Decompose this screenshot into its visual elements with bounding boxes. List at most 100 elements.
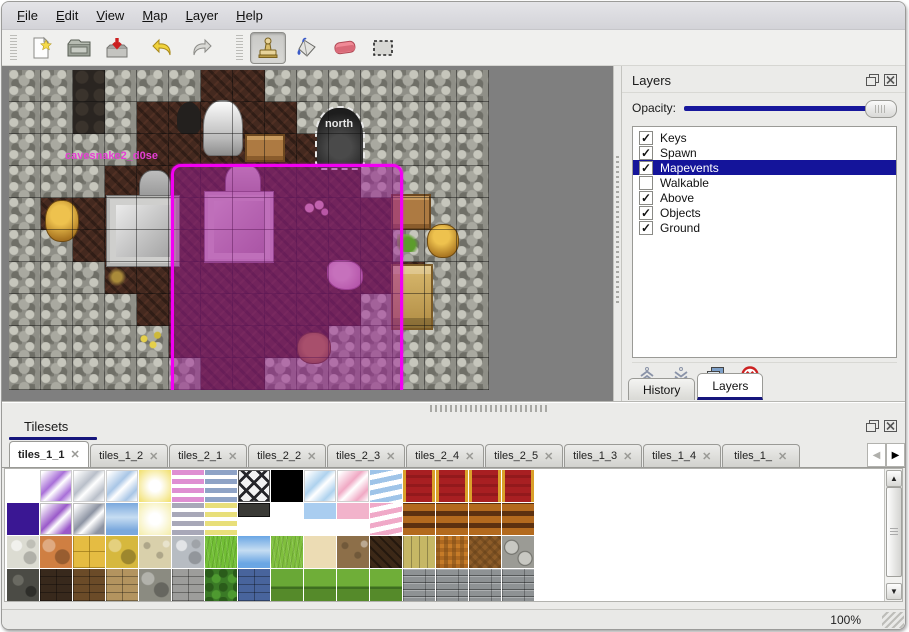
- map-tile[interactable]: [425, 134, 457, 166]
- palette-tile[interactable]: [7, 536, 40, 569]
- dock-tab-layers[interactable]: Layers: [697, 373, 764, 400]
- map-tile[interactable]: [105, 358, 137, 390]
- map-tile[interactable]: [73, 262, 105, 294]
- tileset-tab-tiles_1_4[interactable]: tiles_1_4 ✕: [642, 444, 721, 467]
- open-button[interactable]: [62, 33, 96, 63]
- tileset-tab-tiles_1_3[interactable]: tiles_1_3 ✕: [563, 444, 642, 467]
- palette-tile[interactable]: [304, 470, 337, 503]
- map-object-flowers-yellow[interactable]: [135, 328, 165, 352]
- palette-tile[interactable]: [139, 536, 172, 569]
- map-tile[interactable]: [41, 166, 73, 198]
- layer-visibility-checkbox[interactable]: ✓: [639, 190, 653, 205]
- map-tile[interactable]: [393, 134, 425, 166]
- close-panel-icon[interactable]: [883, 419, 897, 432]
- map-tile[interactable]: [41, 102, 73, 134]
- palette-tile[interactable]: [238, 470, 271, 503]
- tab-close-icon[interactable]: ✕: [623, 450, 633, 463]
- palette-tile[interactable]: [73, 536, 106, 569]
- palette-tile[interactable]: [172, 569, 205, 601]
- tab-close-icon[interactable]: ✕: [465, 450, 475, 463]
- tileset-tab-tiles_1_[interactable]: tiles_1_ ✕: [721, 444, 800, 467]
- tab-close-icon[interactable]: ✕: [307, 450, 317, 463]
- palette-tile[interactable]: [304, 536, 337, 569]
- palette-tile[interactable]: [337, 536, 370, 569]
- map-object-shadow-creature[interactable]: [177, 102, 201, 134]
- tab-close-icon[interactable]: ✕: [544, 450, 554, 463]
- layer-row-spawn[interactable]: ✓ Spawn: [633, 145, 896, 160]
- tab-close-icon[interactable]: ✕: [386, 450, 396, 463]
- tileset-tab-tiles_1_2[interactable]: tiles_1_2 ✕: [89, 444, 168, 467]
- resize-grip[interactable]: [882, 612, 904, 628]
- tab-close-icon[interactable]: ✕: [149, 450, 159, 463]
- save-button[interactable]: [100, 33, 134, 63]
- palette-tile[interactable]: [106, 503, 139, 536]
- map-tile[interactable]: [169, 70, 201, 102]
- palette-tile[interactable]: [106, 536, 139, 569]
- menu-help[interactable]: Help: [236, 8, 263, 23]
- map-tile[interactable]: [105, 102, 137, 134]
- menu-map[interactable]: Map: [142, 8, 168, 23]
- palette-tile[interactable]: [238, 536, 271, 569]
- map-tile[interactable]: [329, 70, 361, 102]
- new-file-button[interactable]: [24, 33, 58, 63]
- palette-tile[interactable]: [403, 503, 436, 536]
- map-tile[interactable]: [9, 134, 41, 166]
- tabs-scroll-left-button[interactable]: ◀: [867, 443, 886, 467]
- menu-view[interactable]: View: [96, 8, 125, 23]
- palette-tile[interactable]: [403, 470, 436, 503]
- map-canvas[interactable]: cavesnake2_d0se north: [9, 70, 489, 390]
- map-tile[interactable]: [393, 70, 425, 102]
- map-tile[interactable]: [425, 358, 457, 390]
- map-view-panel[interactable]: cavesnake2_d0se north: [2, 66, 613, 401]
- map-tile[interactable]: [457, 262, 489, 294]
- palette-tile[interactable]: [73, 470, 106, 503]
- dock-tab-history[interactable]: History: [628, 378, 696, 400]
- layer-visibility-checkbox[interactable]: ✓: [639, 160, 653, 175]
- vertical-splitter[interactable]: [613, 66, 622, 401]
- palette-tile[interactable]: [304, 569, 337, 601]
- map-tile[interactable]: [41, 70, 73, 102]
- map-tile[interactable]: [9, 326, 41, 358]
- palette-tile[interactable]: [502, 503, 535, 536]
- tab-close-icon[interactable]: ✕: [778, 450, 788, 463]
- palette-tile[interactable]: [106, 470, 139, 503]
- eraser-tool-button[interactable]: [328, 33, 362, 63]
- map-tile[interactable]: [105, 294, 137, 326]
- map-object-altar-silver[interactable]: [106, 195, 180, 267]
- map-tile[interactable]: [457, 294, 489, 326]
- palette-tile[interactable]: [436, 470, 469, 503]
- palette-tile[interactable]: [337, 569, 370, 601]
- map-tile[interactable]: [105, 166, 137, 198]
- palette-tile[interactable]: [403, 536, 436, 569]
- palette-tile[interactable]: [205, 569, 238, 601]
- opacity-slider[interactable]: [684, 99, 897, 118]
- palette-tile[interactable]: [7, 503, 40, 536]
- map-tile[interactable]: [73, 102, 105, 134]
- palette-tile[interactable]: [502, 569, 535, 601]
- map-tile[interactable]: [201, 70, 233, 102]
- palette-tile[interactable]: [40, 470, 73, 503]
- layer-visibility-checkbox[interactable]: ✓: [639, 220, 653, 235]
- map-tile[interactable]: [265, 102, 297, 134]
- undo-button[interactable]: [146, 33, 180, 63]
- palette-tile[interactable]: [7, 569, 40, 601]
- map-tile[interactable]: [105, 326, 137, 358]
- palette-tile[interactable]: [370, 569, 403, 601]
- palette-tile[interactable]: [40, 503, 73, 536]
- palette-tile[interactable]: [172, 536, 205, 569]
- map-tile[interactable]: [73, 294, 105, 326]
- palette-tile[interactable]: [73, 569, 106, 601]
- map-tile[interactable]: [457, 70, 489, 102]
- map-tile[interactable]: [73, 166, 105, 198]
- map-tile[interactable]: [73, 230, 105, 262]
- map-tile[interactable]: [137, 134, 169, 166]
- fill-tool-button[interactable]: [290, 33, 324, 63]
- palette-tile[interactable]: [370, 503, 403, 536]
- map-object-vase-gold[interactable]: [427, 224, 459, 258]
- palette-tile[interactable]: [502, 536, 535, 569]
- map-tile[interactable]: [233, 70, 265, 102]
- palette-tile[interactable]: [370, 536, 403, 569]
- stamp-tool-button[interactable]: [250, 31, 286, 64]
- palette-tile[interactable]: [271, 536, 304, 569]
- map-tile[interactable]: [457, 134, 489, 166]
